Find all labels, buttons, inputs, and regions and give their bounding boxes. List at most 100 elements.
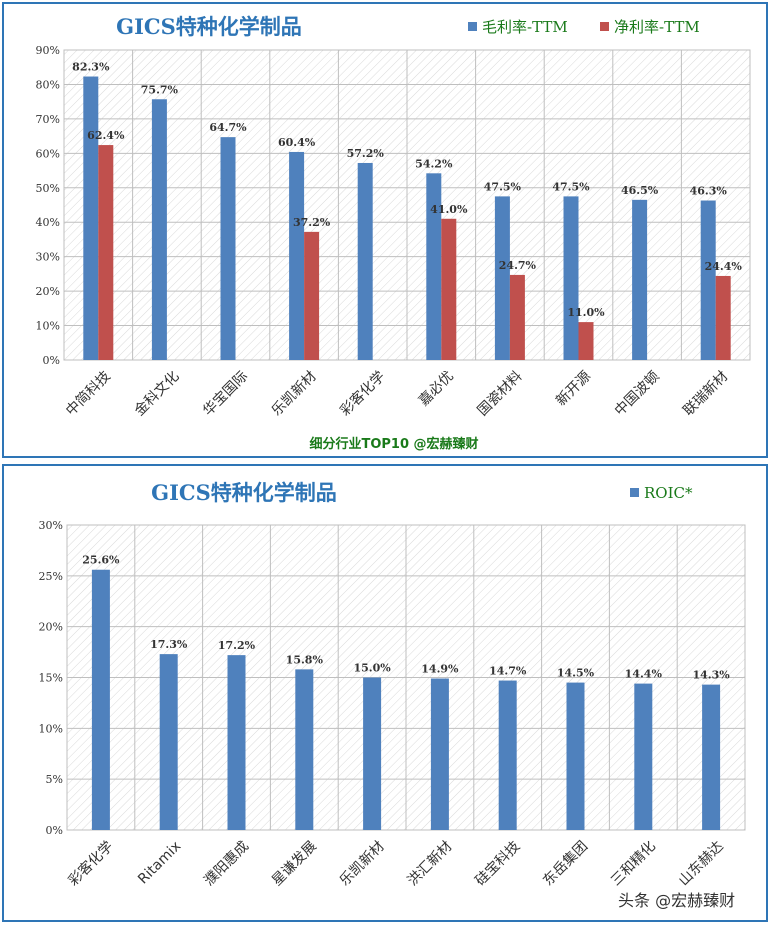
x-tick-label: 金科文化	[132, 368, 183, 419]
y-tick-label: 40%	[36, 216, 60, 229]
data-label: 46.3%	[690, 185, 728, 198]
chart-panel-margins: GICS特种化学制品 毛利率-TTM 净利率-TTM 0% 10% 20% 30% 40…	[2, 2, 768, 458]
data-label: 15.8%	[286, 653, 324, 666]
data-label: 82.3%	[72, 61, 110, 74]
bar	[441, 218, 457, 360]
chart-title: GICS特种化学制品	[151, 480, 337, 505]
data-label: 41.0%	[430, 203, 468, 216]
bar	[498, 680, 517, 830]
y-tick-label: 15%	[39, 672, 63, 685]
data-label: 37.2%	[293, 216, 331, 229]
bar	[91, 569, 110, 830]
x-tick-label: 彩客化学	[65, 838, 117, 890]
x-tick-label: 联瑞新材	[680, 368, 731, 419]
y-tick-label: 70%	[36, 113, 60, 126]
chart-title: GICS特种化学制品	[116, 14, 302, 39]
x-tick-label: 乐凯新材	[337, 838, 388, 889]
bar	[702, 684, 721, 830]
bar	[494, 196, 510, 360]
bar	[159, 654, 178, 830]
data-label: 46.5%	[621, 184, 659, 197]
bar	[363, 677, 382, 830]
y-tick-label: 20%	[39, 621, 63, 634]
x-tick-label: Ritamix	[135, 838, 184, 887]
y-tick-label: 0%	[46, 824, 63, 837]
data-label: 17.2%	[218, 639, 256, 652]
data-label: 75.7%	[141, 83, 179, 96]
x-tick-label: 嘉必优	[416, 368, 457, 409]
bar	[98, 145, 114, 360]
y-tick-label: 60%	[36, 147, 60, 160]
bar	[700, 200, 716, 360]
data-label: 47.5%	[484, 180, 522, 193]
bar	[289, 151, 305, 360]
x-tick-label: 新开源	[553, 368, 594, 409]
data-label: 64.7%	[209, 121, 247, 134]
y-tick-label: 20%	[36, 285, 60, 298]
y-tick-label: 25%	[39, 570, 63, 583]
bar	[563, 196, 579, 360]
data-label: 14.5%	[557, 667, 595, 680]
x-tick-label: 华宝国际	[200, 368, 251, 419]
bar	[578, 322, 594, 360]
y-tick-label: 90%	[36, 44, 60, 57]
x-tick-label: 山东赫达	[676, 838, 727, 889]
x-tick-label: 濮阳惠成	[201, 838, 252, 889]
x-tick-label: 中国波顿	[612, 368, 663, 419]
bar	[151, 99, 167, 360]
plot-area: 0% 10% 20% 30% 40% 50% 60% 70% 80% 90% 82.3% 62.4% 中…	[36, 44, 751, 420]
data-label: 24.4%	[705, 260, 743, 273]
y-tick-label: 30%	[39, 519, 63, 532]
data-label: 15.0%	[353, 662, 391, 675]
plot-area: 0% 5% 10% 15% 20% 25% 30% 25.6% 彩客化学 17.3% Ritamix…	[39, 519, 746, 890]
legend-label-roic: ROIC*	[644, 484, 693, 502]
data-label: 14.9%	[421, 663, 459, 676]
legend-swatch-net-margin	[600, 22, 609, 31]
x-tick-label: 彩客化学	[337, 368, 389, 420]
bar	[566, 682, 585, 830]
bar	[509, 274, 525, 360]
data-label: 57.2%	[347, 147, 385, 160]
footer-note: 细分行业TOP10 @宏赫臻财	[309, 436, 478, 452]
bar	[83, 76, 99, 361]
roic-chart: GICS特种化学制品 ROIC* 0% 5% 10% 15% 20% 25% 30% 25.6…	[39, 480, 746, 910]
data-label: 54.2%	[415, 157, 453, 170]
y-tick-label: 10%	[36, 320, 60, 333]
y-tick-label: 50%	[36, 182, 60, 195]
x-tick-label: 国瓷材料	[475, 368, 526, 419]
data-label: 11.0%	[567, 306, 605, 319]
x-tick-label: 硅宝科技	[472, 838, 523, 889]
chart-panel-roic: GICS特种化学制品 ROIC* 0% 5% 10% 15% 20% 25% 30% 25.6…	[2, 464, 768, 922]
y-tick-label: 10%	[39, 722, 63, 735]
bar	[430, 678, 449, 830]
data-label: 24.7%	[499, 259, 537, 272]
data-label: 47.5%	[552, 180, 590, 193]
data-label: 14.4%	[625, 668, 663, 681]
bar	[304, 231, 320, 360]
legend-swatch-gross-margin	[468, 22, 477, 31]
legend-label-gross-margin: 毛利率-TTM	[482, 18, 568, 36]
watermark: 头条 @宏赫臻财	[618, 891, 735, 910]
data-label: 17.3%	[150, 638, 188, 651]
bar	[357, 162, 373, 360]
y-tick-label: 80%	[36, 78, 60, 91]
y-tick-label: 0%	[43, 354, 60, 367]
bar	[715, 275, 731, 360]
legend-label-net-margin: 净利率-TTM	[614, 18, 700, 36]
margin-chart: GICS特种化学制品 毛利率-TTM 净利率-TTM 0% 10% 20% 30% 40…	[36, 14, 751, 452]
x-tick-label: 洪汇新材	[405, 838, 456, 889]
x-tick-label: 星谦发展	[269, 838, 320, 889]
data-label: 62.4%	[87, 129, 125, 142]
data-label: 14.3%	[692, 669, 730, 682]
x-tick-label: 乐凯新材	[269, 368, 320, 419]
data-label: 14.7%	[489, 665, 527, 678]
x-tick-label: 中简科技	[62, 368, 114, 420]
y-tick-label: 30%	[36, 251, 60, 264]
legend-swatch-roic	[630, 488, 639, 497]
bar	[632, 199, 648, 360]
data-label: 25.6%	[82, 554, 120, 567]
bar	[295, 669, 314, 830]
x-tick-label: 三和精化	[608, 838, 659, 889]
data-label: 60.4%	[278, 136, 316, 149]
y-tick-label: 5%	[46, 773, 63, 786]
